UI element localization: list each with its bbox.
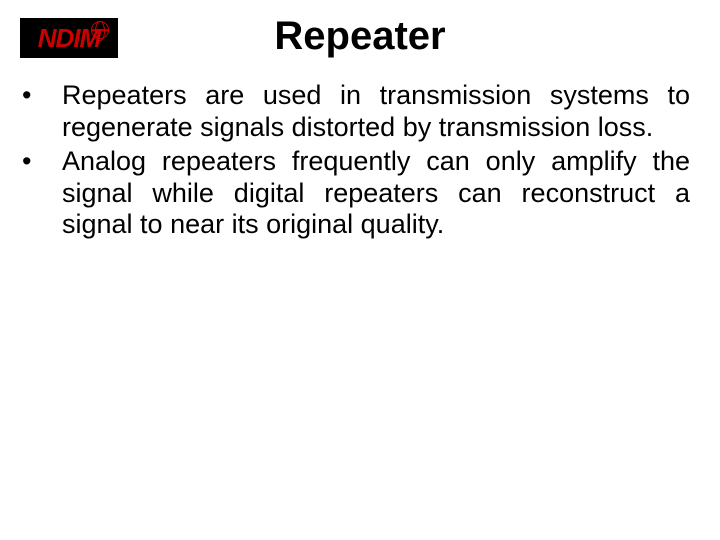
list-item: • Repeaters are used in transmission sys… [20, 80, 690, 144]
bullet-text: Repeaters are used in transmission syste… [62, 80, 690, 144]
logo-background: NDIM [21, 19, 117, 57]
bullet-marker: • [20, 146, 62, 242]
bullet-text: Analog repeaters frequently can only amp… [62, 146, 690, 242]
logo-text: NDIM [38, 23, 100, 54]
list-item: • Analog repeaters frequently can only a… [20, 146, 690, 242]
logo-box: NDIM [20, 18, 118, 58]
content-area: • Repeaters are used in transmission sys… [20, 80, 690, 243]
bullet-marker: • [20, 80, 62, 144]
